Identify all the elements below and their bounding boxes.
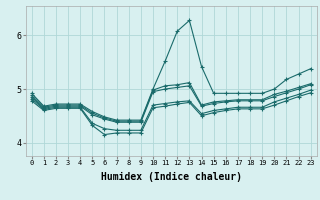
X-axis label: Humidex (Indice chaleur): Humidex (Indice chaleur) (101, 172, 242, 182)
